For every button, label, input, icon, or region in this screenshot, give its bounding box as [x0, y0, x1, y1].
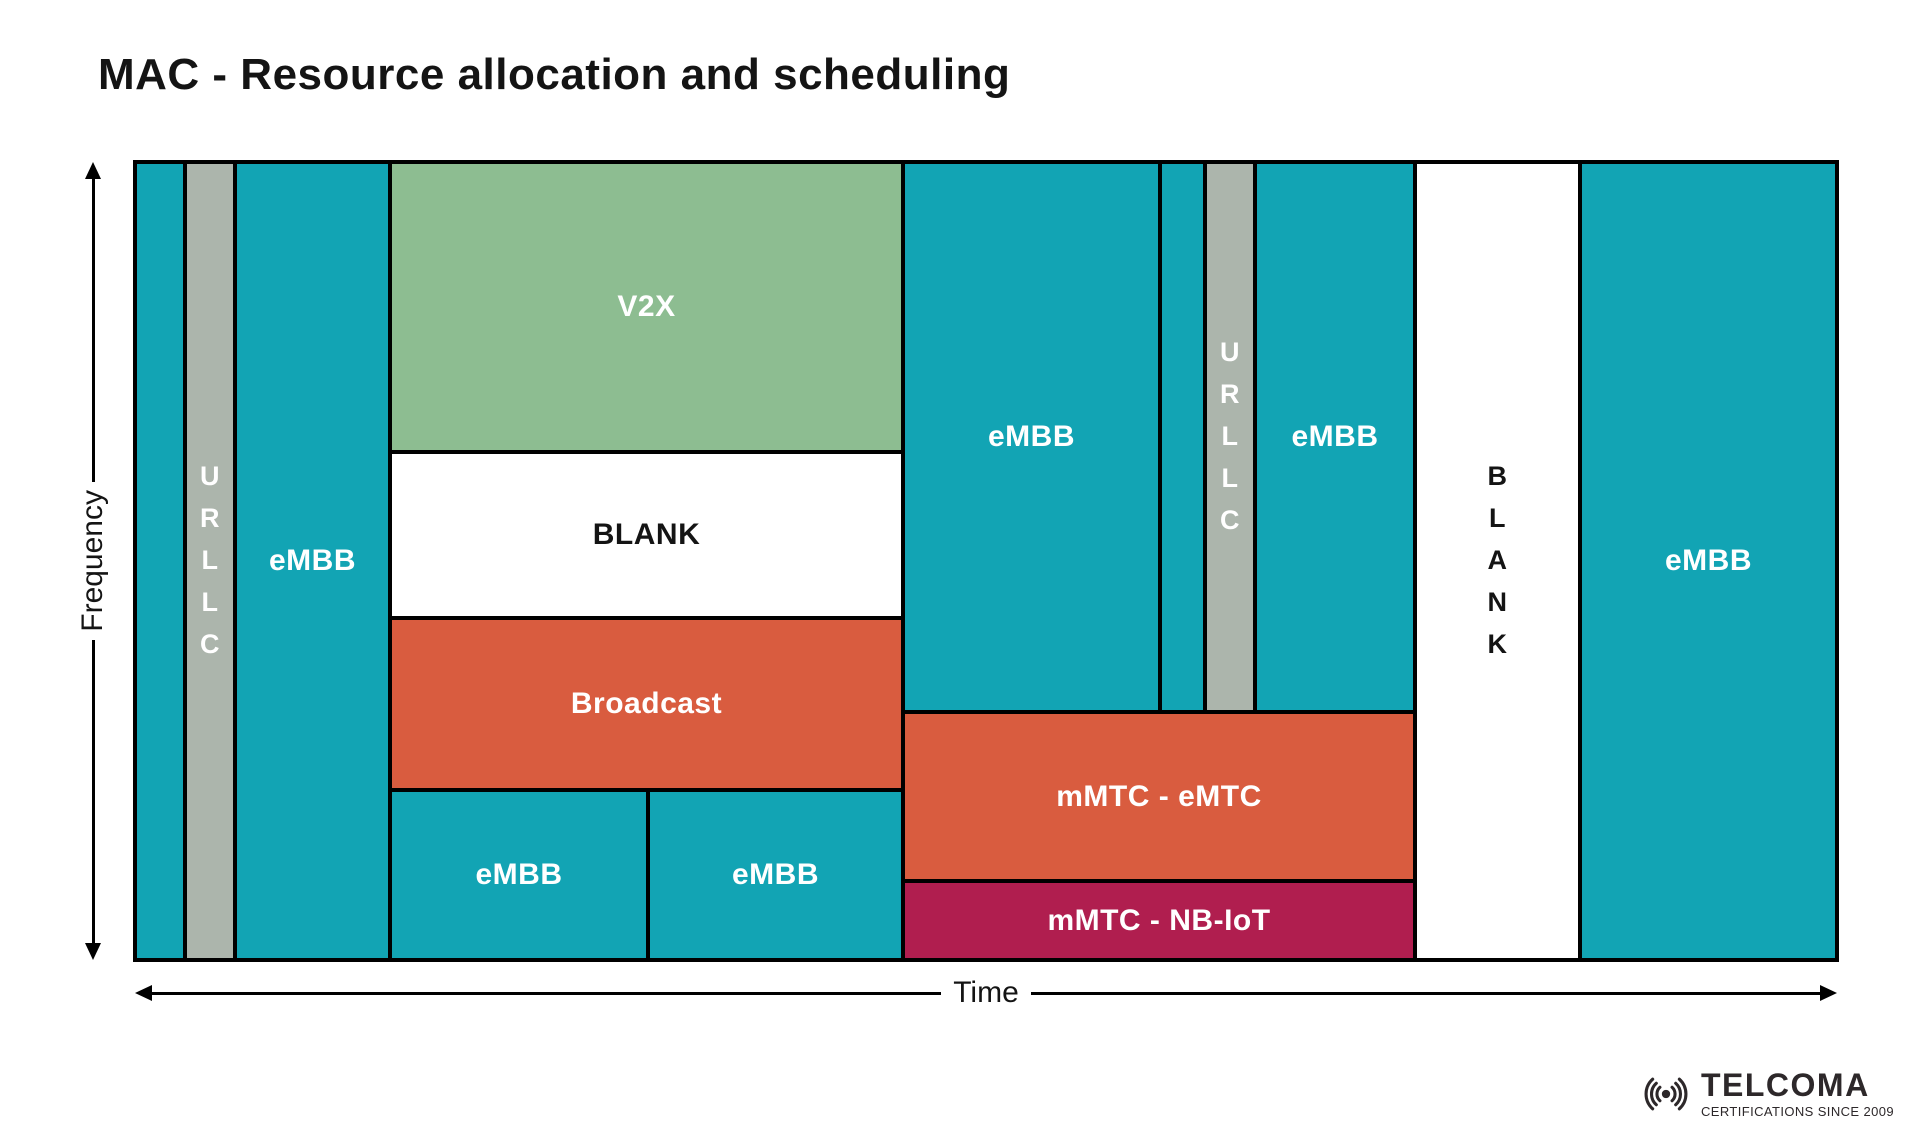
block-blank-middle: BLANK [392, 454, 901, 616]
logo-text: TELCOMA CERTIFICATIONS SINCE 2009 [1701, 1069, 1894, 1119]
block-label-embb-left: eMBB [268, 544, 356, 577]
block-embb-left: eMBB [237, 164, 388, 958]
block-embb-right: eMBB [1582, 164, 1835, 958]
block-label-blank-middle: BLANK [592, 518, 701, 551]
block-label-v2x: V2X [617, 290, 676, 323]
block-label-broadcast: Broadcast [570, 687, 723, 720]
frequency-axis-line-bottom [91, 639, 95, 943]
block-embb-bottom-2: eMBB [650, 792, 901, 958]
logo-brand: TELCOMA [1700, 1067, 1870, 1103]
block-mmtc-nbiot: mMTC - NB-IoT [905, 883, 1413, 958]
block-mmtc-emtc: mMTC - eMTC [905, 714, 1413, 879]
time-axis: Time [135, 976, 1837, 1010]
block-label-embb-bottom-1: eMBB [475, 858, 563, 891]
telcoma-logo: TELCOMA CERTIFICATIONS SINCE 2009 [1637, 1069, 1894, 1119]
page-title: MAC - Resource allocation and scheduling [98, 50, 1011, 99]
frequency-axis-line-top [91, 179, 95, 483]
time-axis-line-right [1030, 991, 1820, 995]
arrow-left-icon [135, 985, 152, 1001]
block-embb-bottom-1: eMBB [392, 792, 646, 958]
arrow-down-icon [85, 943, 101, 960]
block-label-embb-right: eMBB [1664, 544, 1752, 577]
arrow-right-icon [1820, 985, 1837, 1001]
block-v2x: V2X [392, 164, 901, 450]
block-broadcast: Broadcast [392, 620, 901, 788]
block-label-mmtc-emtc: mMTC - eMTC [1056, 779, 1262, 813]
block-label-mmtc-nbiot: mMTC - NB-IoT [1047, 903, 1271, 937]
logo-tagline: CERTIFICATIONS SINCE 2009 [1700, 1104, 1894, 1119]
block-label-embb-top-right: eMBB [987, 420, 1075, 453]
block-label-embb-mid-right: eMBB [1291, 420, 1379, 453]
block-label-embb-bottom-2: eMBB [731, 858, 819, 891]
telcoma-signal-icon [1644, 1077, 1688, 1111]
time-axis-line-left [152, 991, 942, 995]
block-embb-mid-right: eMBB [1257, 164, 1413, 710]
time-axis-label: Time [953, 976, 1019, 1009]
block-embb-top-right: eMBB [905, 164, 1158, 710]
block-embb-strip-right [1162, 164, 1203, 710]
block-embb-strip-left [137, 164, 183, 958]
chart-area: U R L L C eMBB V2X BLANK Broadcast eMBB eMBB eMBB U R… [133, 160, 1839, 962]
frequency-axis-label: Frequency [76, 490, 109, 632]
frequency-axis: Frequency [70, 162, 116, 960]
arrow-up-icon [85, 162, 101, 179]
